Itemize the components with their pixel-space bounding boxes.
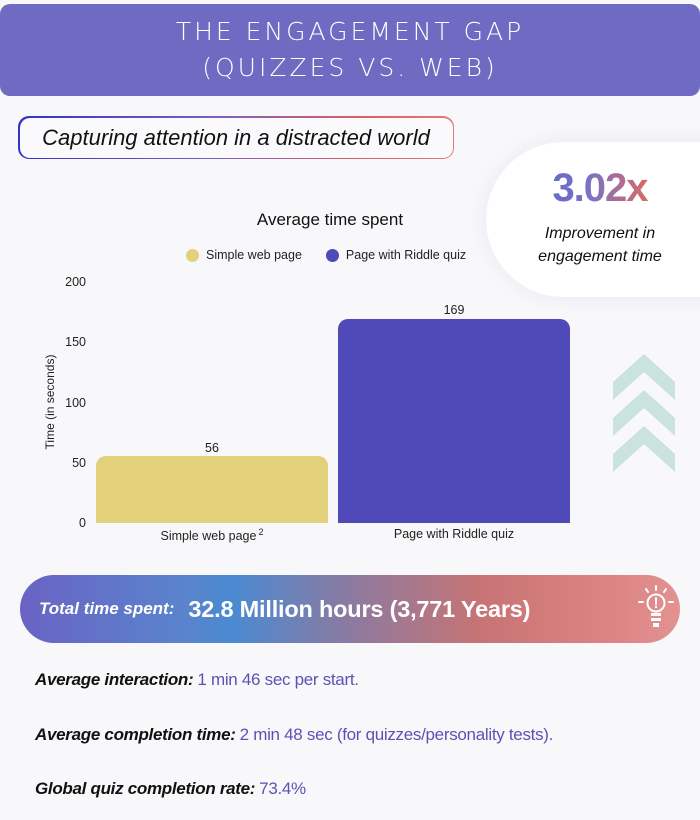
stat-label: Global quiz completion rate:: [35, 779, 256, 798]
stat-value: 73.4%: [259, 779, 306, 798]
legend-item-quiz: Page with Riddle quiz: [325, 248, 467, 262]
tagline-box: Capturing attention in a distracted worl…: [18, 116, 454, 159]
chart-legend: Simple web page Page with Riddle quiz: [186, 248, 466, 262]
stat-label: Average interaction:: [35, 670, 194, 689]
total-label: Total time spent:: [39, 599, 175, 618]
bar-category-web: Simple web page 2: [96, 527, 328, 543]
improvement-value: 3.02x: [486, 166, 700, 211]
legend-item-web: Simple web page: [186, 248, 302, 262]
stat-average-completion-time: Average completion time: 2 min 48 sec (fo…: [35, 725, 553, 745]
legend-dot-icon: [186, 248, 199, 262]
triple-chevron-up-icon: [613, 354, 675, 472]
improvement-line1: Improvement in: [544, 225, 656, 242]
stat-label: Average completion time:: [35, 725, 236, 744]
improvement-line2: engagement time: [538, 248, 662, 265]
total-value: 32.8 Million hours (3,771 Years): [188, 595, 531, 622]
bar-simple-web-page: [96, 456, 328, 523]
bar-value-web: 56: [205, 441, 219, 455]
chart-title: Average time spent: [256, 210, 404, 229]
lightbulb-icon: [638, 585, 674, 627]
footnote-marker: 2: [258, 527, 264, 537]
legend-label: Page with Riddle quiz: [345, 248, 467, 262]
bar-value-quiz: 169: [443, 303, 465, 317]
bar-riddle-quiz: [338, 319, 570, 523]
y-tick-150: 150: [65, 335, 86, 349]
y-tick-50: 50: [72, 456, 86, 470]
header-banner: THE ENGAGEMENT GAP (QUIZZES VS. WEB): [0, 4, 700, 96]
y-tick-200: 200: [65, 275, 86, 289]
improvement-callout: 3.02x Improvement in engagement time: [486, 142, 700, 297]
legend-dot-icon: [325, 248, 339, 262]
y-tick-0: 0: [79, 516, 86, 530]
improvement-description: Improvement in engagement time: [486, 222, 700, 268]
legend-label: Simple web page: [206, 248, 302, 262]
tagline-text: Capturing attention in a distracted worl…: [19, 117, 453, 158]
header-title-line1: THE ENGAGEMENT GAP: [175, 17, 525, 46]
stat-global-completion-rate: Global quiz completion rate: 73.4%: [35, 779, 306, 799]
y-tick-100: 100: [65, 396, 86, 410]
stat-average-interaction: Average interaction: 1 min 46 sec per sta…: [35, 670, 359, 690]
total-time-banner: Total time spent: 32.8 Million hours (3,…: [20, 575, 680, 643]
bar-category-quiz: Page with Riddle quiz: [393, 527, 515, 541]
stat-value: 1 min 46 sec per start.: [197, 670, 359, 689]
stat-value: 2 min 48 sec (for quizzes/personality te…: [239, 725, 554, 744]
header-title-line2: (QUIZZES VS. WEB): [202, 53, 498, 82]
category-label: Simple web page: [160, 529, 257, 544]
